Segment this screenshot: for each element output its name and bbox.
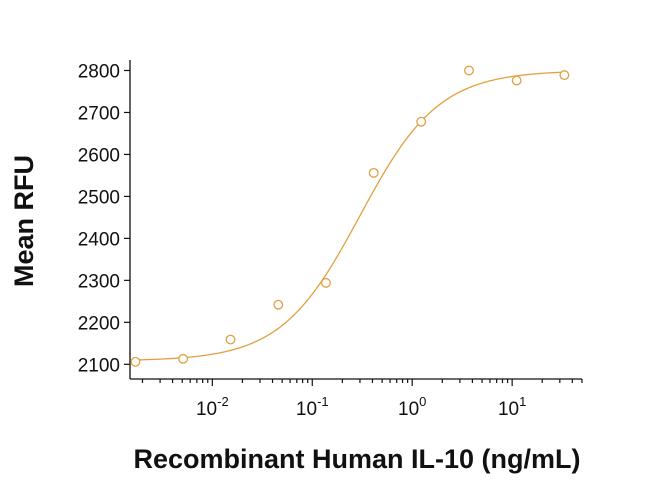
x-axis-title: Recombinant Human IL-10 (ng/mL) (133, 444, 580, 474)
y-tick-label: 2800 (78, 61, 120, 82)
y-tick-label: 2200 (78, 313, 120, 334)
data-point (464, 65, 474, 76)
x-axis-ticks: 10-2 10-1 100 101 (141, 379, 583, 420)
y-tick-label: 2300 (78, 271, 120, 292)
x-tick-label: 10-1 (296, 394, 329, 420)
y-tick-label: 2600 (78, 145, 120, 166)
y-tick-label: 2100 (78, 355, 120, 376)
x-tick-label: 10-2 (196, 394, 229, 420)
y-tick-label: 2500 (78, 187, 120, 208)
data-point (368, 167, 379, 178)
y-axis-ticks: 2100 2200 2300 2400 2500 2600 2700 2800 (78, 61, 130, 376)
x-tick-label: 101 (498, 394, 526, 420)
data-point (225, 334, 236, 345)
y-tick-label: 2700 (78, 103, 120, 124)
y-tick-label: 2400 (78, 229, 120, 250)
data-point (416, 116, 427, 127)
fit-curve (135, 71, 565, 361)
x-tick-label: 100 (398, 394, 426, 420)
data-point (130, 356, 141, 367)
data-point (511, 75, 522, 86)
data-point (559, 70, 570, 81)
data-points (130, 65, 570, 367)
data-point (320, 277, 331, 288)
data-point (178, 353, 189, 364)
data-point (273, 299, 284, 310)
y-axis-title: Mean RFU (9, 155, 39, 287)
